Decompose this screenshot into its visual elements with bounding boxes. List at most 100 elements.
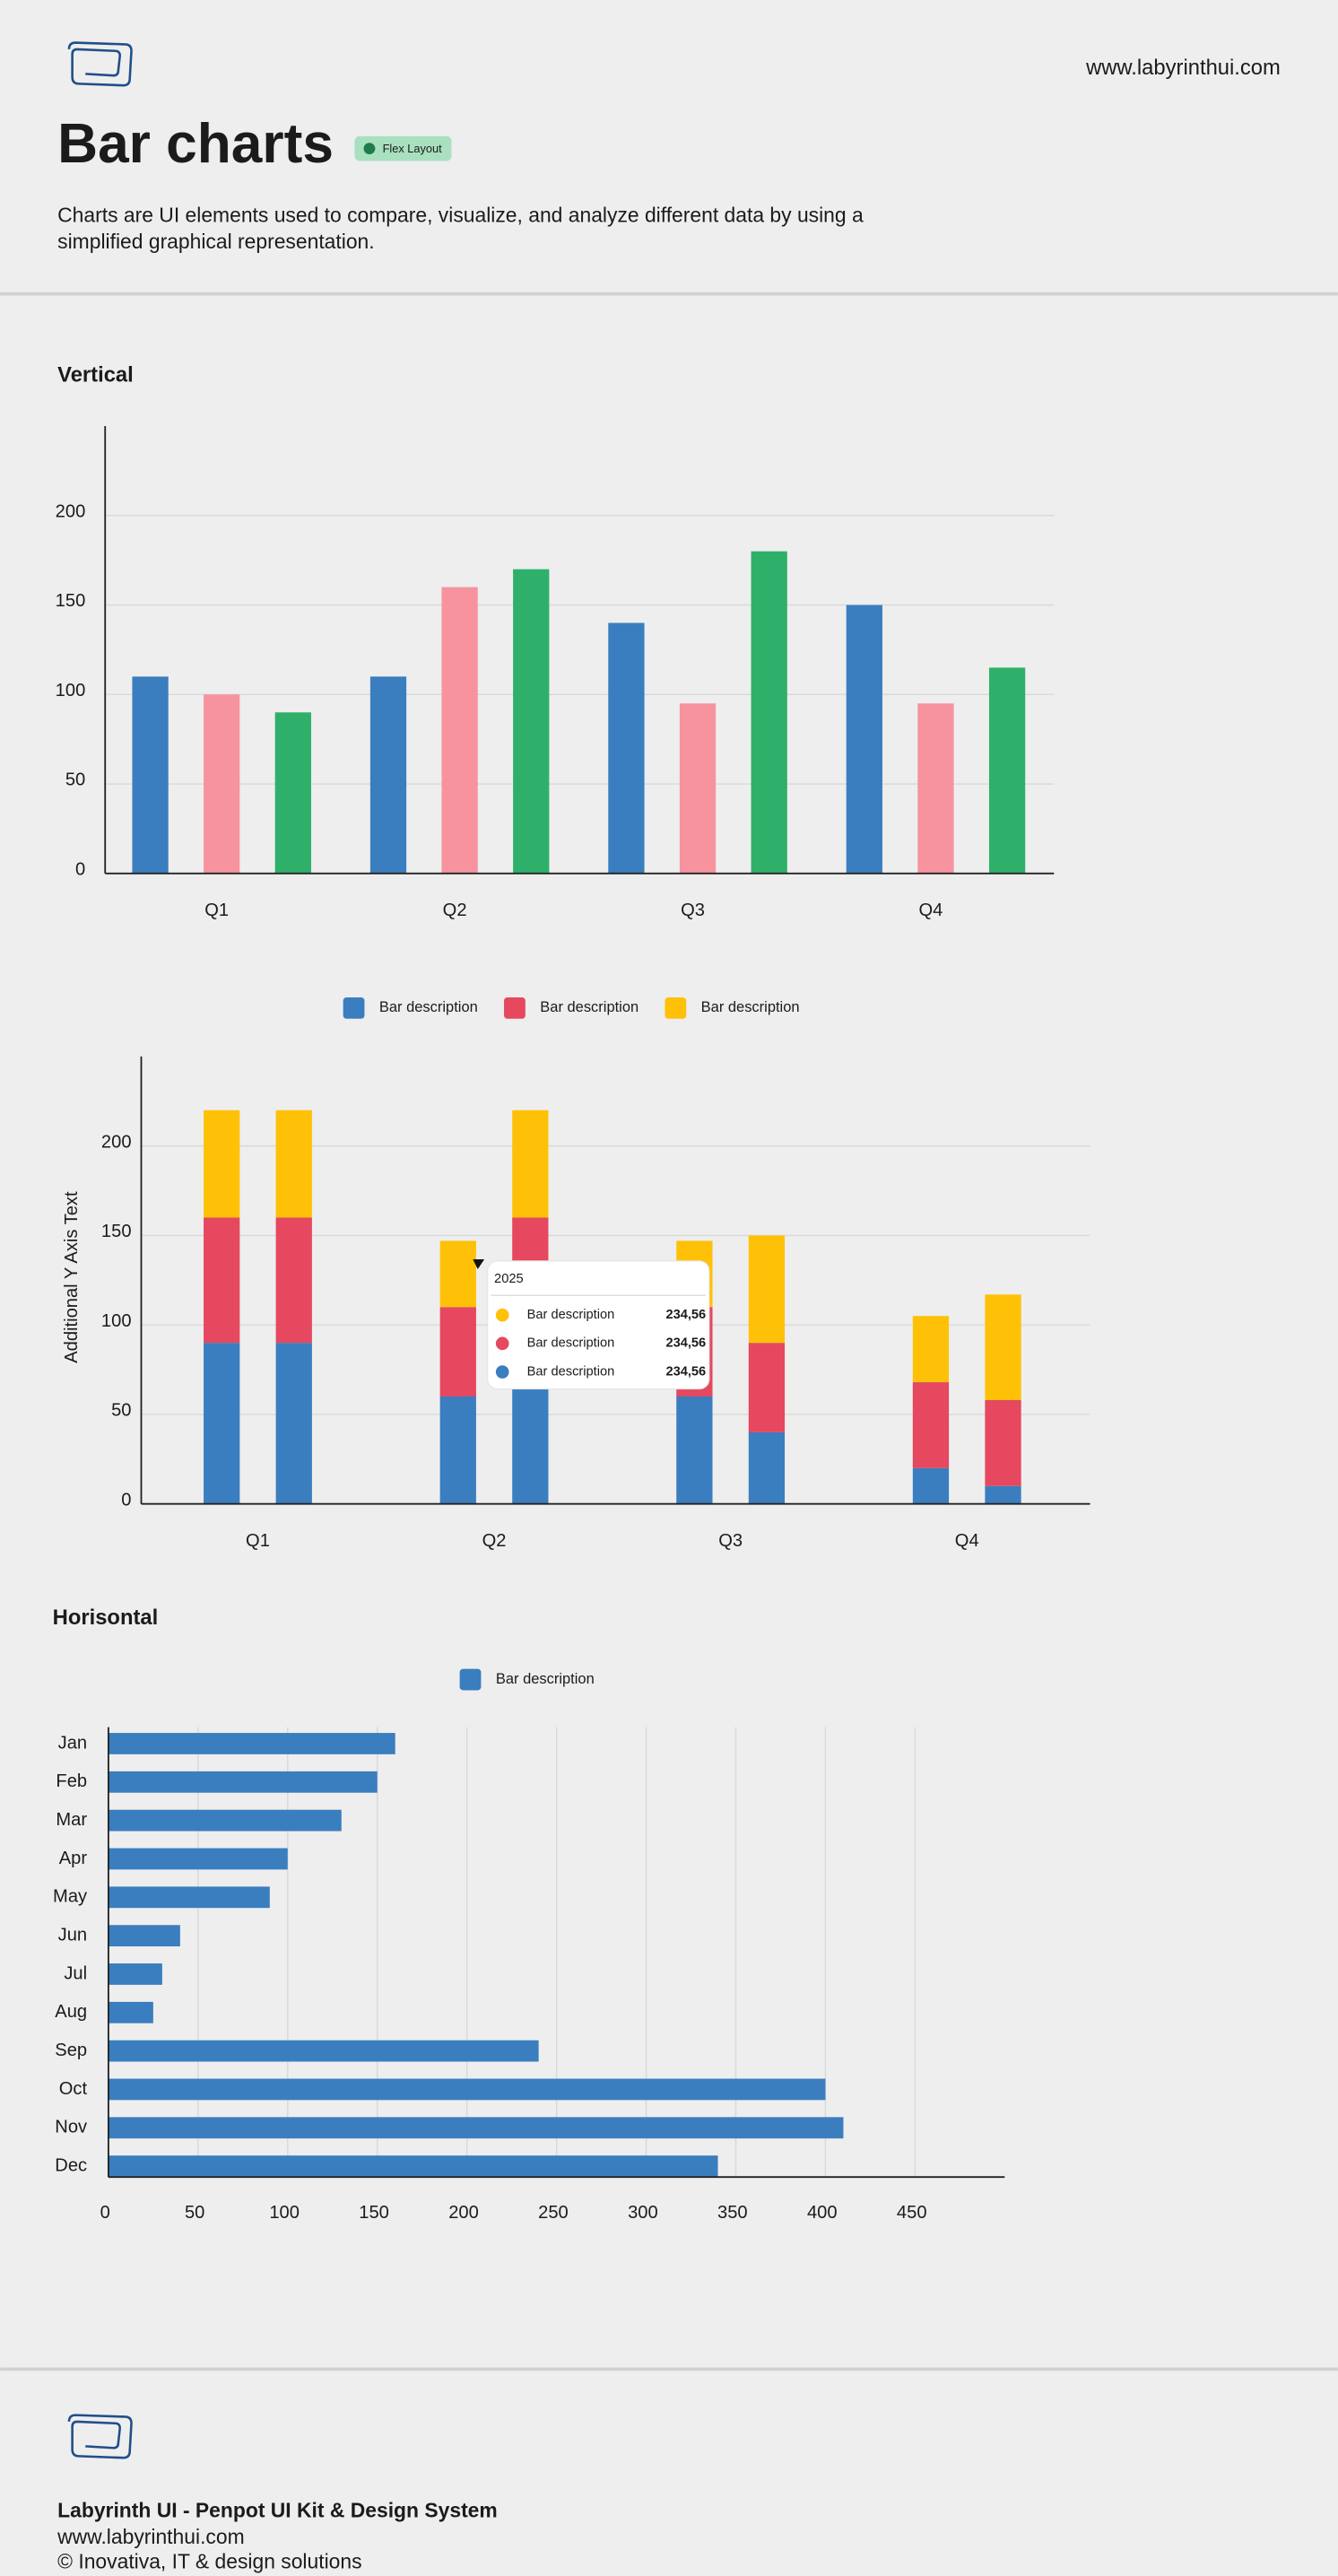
tooltip-dot: [495, 1308, 509, 1322]
bar-segment: [439, 1307, 476, 1397]
bar-segment: [985, 1485, 1021, 1504]
x-tick-label: 0: [100, 2203, 110, 2223]
bar: [441, 587, 478, 874]
bar-segment: [439, 1396, 476, 1504]
tooltip: [487, 1260, 710, 1390]
header-divider: [0, 292, 1338, 296]
x-tick-label: 350: [717, 2203, 748, 2223]
badge-icon: [363, 143, 376, 155]
y-tick-label: Feb: [56, 1771, 87, 1791]
tooltip-name: Bar description: [527, 1364, 615, 1379]
bar: [988, 667, 1026, 874]
y-tick-label: 150: [56, 591, 86, 611]
bar: [108, 2155, 718, 2178]
x-tick-label: 50: [185, 2203, 204, 2223]
x-tick-label: Q4: [919, 901, 943, 920]
y-tick-label: 150: [101, 1222, 132, 1241]
tooltip-title: 2025: [494, 1272, 524, 1286]
x-tick-label: 300: [628, 2203, 658, 2223]
legend-swatch: [665, 997, 687, 1019]
footer-divider: [0, 2367, 1338, 2371]
x-tick-label: Q1: [204, 901, 229, 920]
x-tick-label: 250: [538, 2203, 569, 2223]
y-tick-label: 50: [111, 1401, 131, 1421]
y-tick-label: May: [53, 1887, 88, 1907]
bar: [108, 2001, 153, 2023]
tooltip-name: Bar description: [527, 1308, 615, 1322]
y-tick-label: Nov: [55, 2118, 87, 2137]
legend-label: Bar description: [379, 999, 478, 1015]
x-tick-label: Q2: [443, 901, 467, 920]
y-tick-label: 50: [65, 770, 85, 790]
bar-segment: [912, 1382, 950, 1468]
description: Charts are UI elements used to compare, …: [57, 204, 864, 227]
y-tick-label: 0: [75, 859, 85, 879]
x-tick-label: Q4: [955, 1531, 979, 1551]
footer-title: Labyrinth UI - Penpot UI Kit & Design Sy…: [57, 2499, 498, 2522]
section-title: Vertical: [57, 362, 134, 387]
tooltip-dot: [495, 1365, 509, 1379]
bar: [108, 2040, 539, 2062]
tooltip-pointer: [473, 1258, 485, 1269]
bar-segment: [204, 1343, 240, 1504]
tooltip-name: Bar description: [527, 1336, 615, 1351]
bar: [108, 1771, 378, 1793]
bar: [679, 703, 717, 874]
header-url: www.labyrinthui.com: [1085, 56, 1281, 80]
legend-swatch: [343, 997, 365, 1019]
legend-swatch: [459, 1668, 482, 1691]
y-tick-label: Jul: [64, 1963, 87, 1983]
description: simplified graphical representation.: [57, 230, 374, 253]
bar-segment: [912, 1467, 950, 1504]
y-tick-label: Dec: [55, 2155, 87, 2175]
bar-segment: [676, 1396, 713, 1504]
y-tick-label: Oct: [59, 2079, 88, 2099]
tooltip-value: 234,56: [665, 1364, 706, 1379]
legend-label: Bar description: [540, 999, 639, 1015]
y-tick-label: 0: [121, 1490, 131, 1510]
page-title: Bar charts: [57, 113, 334, 175]
x-tick-label: Q1: [246, 1531, 270, 1551]
bar: [108, 1733, 395, 1754]
x-tick-label: Q2: [482, 1531, 507, 1551]
bar-segment: [275, 1110, 312, 1218]
bar: [846, 605, 882, 874]
badge: [354, 135, 452, 161]
x-tick-label: Q3: [718, 1531, 743, 1551]
bar: [108, 2117, 844, 2139]
x-tick-label: 200: [448, 2203, 479, 2223]
bar: [108, 1886, 270, 1909]
y-tick-label: Aug: [55, 2002, 87, 2022]
bar: [513, 569, 550, 874]
bar: [274, 712, 311, 874]
legend-label: Bar description: [701, 999, 800, 1015]
bar-segment: [275, 1343, 312, 1504]
y-tick-label: Sep: [55, 2041, 87, 2060]
bar-segment: [985, 1294, 1021, 1400]
tooltip-value: 234,56: [665, 1308, 706, 1322]
bar: [917, 703, 954, 874]
bar-segment: [512, 1110, 549, 1218]
bar: [108, 1848, 288, 1870]
footer-copyright: © Inovativa, IT & design solutions: [57, 2549, 361, 2572]
y-tick-label: Jun: [58, 1925, 87, 1945]
bar: [108, 1963, 162, 1985]
bar-segment: [275, 1217, 312, 1344]
y-tick-label: Apr: [59, 1849, 88, 1868]
bar: [108, 1925, 180, 1947]
bar-segment: [748, 1432, 786, 1504]
bar-segment: [204, 1217, 240, 1344]
bar: [132, 676, 169, 874]
y-tick-label: 200: [101, 1132, 132, 1152]
x-tick-label: 100: [269, 2203, 300, 2223]
y-axis-title: Additional Y Axis Text: [62, 1191, 82, 1363]
bar: [608, 622, 645, 874]
tooltip-dot: [495, 1336, 509, 1351]
y-tick-label: 100: [56, 681, 86, 701]
section-title: Horisontal: [53, 1606, 159, 1630]
legend-label: Bar description: [496, 1671, 595, 1687]
x-tick-label: 400: [807, 2203, 838, 2223]
bar: [204, 694, 240, 874]
